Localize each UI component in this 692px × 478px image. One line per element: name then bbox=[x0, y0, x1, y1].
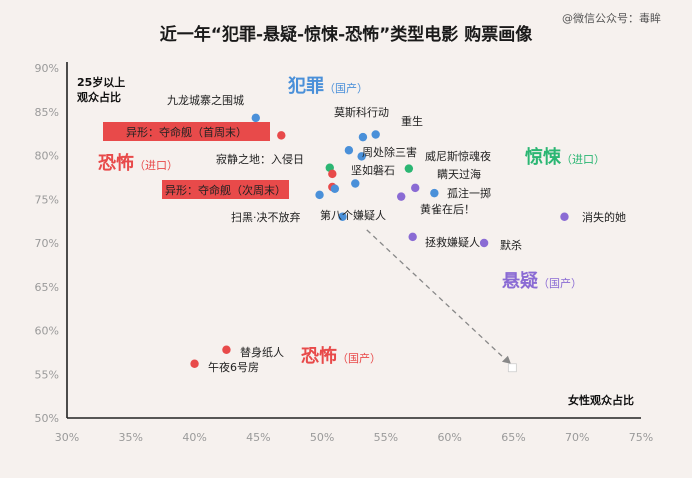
data-point bbox=[371, 130, 380, 139]
data-point bbox=[358, 132, 368, 142]
y-tick-label: 60% bbox=[35, 325, 59, 338]
x-tick-label: 70% bbox=[565, 431, 589, 444]
point-label: 默杀 bbox=[500, 238, 522, 252]
x-tick-label: 45% bbox=[246, 431, 270, 444]
x-tick-label: 75% bbox=[629, 431, 653, 444]
point-label: 重生 bbox=[401, 114, 423, 128]
data-point bbox=[222, 345, 231, 354]
data-point bbox=[277, 131, 286, 140]
y-tick-label: 50% bbox=[35, 412, 59, 425]
point-label: 异形：夺命舰（首周末） bbox=[126, 125, 247, 139]
data-point bbox=[330, 184, 340, 193]
point-label: 寂静之地：入侵日 bbox=[216, 152, 304, 166]
watermark: @微信公众号：毒眸 bbox=[562, 12, 661, 25]
group-label: 恐怖（进口） bbox=[98, 152, 178, 174]
data-point bbox=[430, 188, 439, 198]
data-point bbox=[315, 190, 324, 200]
y-tick-label: 80% bbox=[35, 150, 59, 163]
data-point bbox=[190, 359, 199, 368]
data-point bbox=[338, 212, 347, 221]
x-tick-label: 50% bbox=[310, 431, 334, 444]
data-point bbox=[357, 152, 366, 161]
trend-arrowhead bbox=[501, 355, 511, 364]
point-label: 第八个嫌疑人 bbox=[320, 208, 386, 222]
point-label: 午夜6号房 bbox=[208, 360, 259, 374]
point-label: 消失的她 bbox=[582, 210, 626, 224]
point-label: 瞒天过海 bbox=[437, 167, 481, 181]
data-point bbox=[396, 192, 406, 201]
point-label: 扫黑·决不放弃 bbox=[231, 210, 301, 224]
x-tick-label: 35% bbox=[119, 431, 143, 444]
y-axis-label: 25岁以上 bbox=[77, 75, 125, 89]
highlight-box bbox=[103, 122, 270, 141]
data-point bbox=[411, 183, 420, 193]
data-point bbox=[328, 169, 337, 179]
data-point bbox=[408, 232, 417, 242]
x-tick-label: 60% bbox=[437, 431, 461, 444]
y-tick-label: 90% bbox=[35, 62, 59, 75]
highlight-box bbox=[162, 180, 289, 199]
group-label: 悬疑（国产） bbox=[501, 271, 582, 292]
group-label: 恐怖（国产） bbox=[301, 345, 381, 367]
x-tick-label: 40% bbox=[182, 431, 206, 444]
point-label: 威尼斯惊魂夜 bbox=[425, 149, 491, 163]
data-point bbox=[560, 212, 569, 221]
point-label: 孤注一掷 bbox=[447, 186, 491, 200]
point-label: 莫斯科行动 bbox=[334, 105, 389, 119]
group-label: 犯罪（国产） bbox=[287, 75, 368, 97]
y-tick-label: 65% bbox=[35, 281, 59, 294]
x-axis-label: 女性观众占比 bbox=[568, 393, 634, 407]
point-label: 替身纸人 bbox=[240, 345, 284, 359]
trend-arrow bbox=[366, 229, 505, 359]
data-point bbox=[351, 179, 360, 188]
point-label: 坚如磐石 bbox=[351, 163, 395, 177]
y-tick-label: 75% bbox=[35, 193, 59, 206]
group-label: 惊悚（进口） bbox=[525, 146, 605, 168]
chart-title: 近一年“犯罪-悬疑-惊悚-恐怖”类型电影 购票画像 bbox=[159, 25, 533, 45]
x-tick-label: 30% bbox=[55, 431, 79, 444]
data-point bbox=[404, 164, 414, 173]
point-label: 九龙城寨之围城 bbox=[167, 93, 244, 107]
y-tick-label: 85% bbox=[35, 106, 59, 119]
data-point bbox=[344, 146, 354, 155]
data-point bbox=[479, 238, 489, 248]
x-tick-label: 65% bbox=[501, 431, 525, 444]
y-tick-label: 55% bbox=[35, 368, 59, 381]
point-label: 异形：夺命舰（次周末） bbox=[165, 183, 286, 197]
point-label: 周处除三害 bbox=[362, 145, 417, 159]
x-tick-label: 55% bbox=[374, 431, 398, 444]
y-axis-label: 观众占比 bbox=[77, 90, 121, 104]
point-label: 黄雀在后！ bbox=[420, 202, 475, 216]
trend-end-box bbox=[507, 363, 517, 373]
point-label: 拯救嫌疑人 bbox=[425, 235, 480, 249]
y-tick-label: 70% bbox=[35, 237, 59, 250]
data-point bbox=[251, 113, 260, 123]
